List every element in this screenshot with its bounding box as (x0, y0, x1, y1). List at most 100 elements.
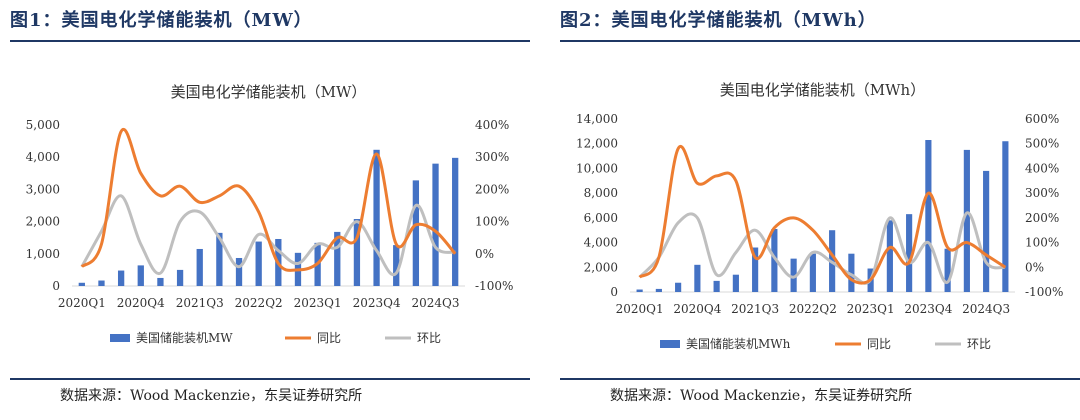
bar (216, 232, 223, 286)
figure-2-title: 图2：美国电化学储能装机（MWh） (560, 10, 877, 31)
yoy-line (638, 144, 1007, 285)
legend-bar-label: 美国储能装机MW (136, 330, 233, 345)
bar (1002, 141, 1009, 292)
y-left-tick-label: 1,000 (26, 247, 60, 261)
y-left-tick-label: 12,000 (576, 137, 618, 151)
x-tick-label: 2020Q4 (117, 296, 165, 310)
source-text: Wood Mackenzie，东吴证券研究所 (680, 388, 913, 404)
bar (636, 289, 643, 292)
legend: 美国储能装机MWh 同比 环比 (660, 336, 991, 351)
bar (694, 264, 701, 292)
y-left-tick-label: 0 (610, 285, 618, 299)
x-tick-label: 2021Q3 (731, 302, 779, 316)
y-left-tick-label: 4,000 (26, 150, 60, 164)
y-right-tick-label: -100% (475, 279, 513, 293)
figure-1: 图1：美国电化学储能装机（MW） 美国电化学储能装机（MW） 0 1,000 2,00… (10, 0, 530, 420)
bar (732, 274, 739, 292)
y-right-tick-label: 200% (475, 182, 509, 196)
y-right-tick-label: 500% (1025, 137, 1059, 151)
y-right-tick-label: 0% (1025, 260, 1044, 274)
y-right-tick-label: 200% (1025, 211, 1059, 225)
bar (393, 245, 400, 286)
y-left-tick-label: 14,000 (576, 112, 618, 126)
bar (452, 157, 459, 286)
bar (713, 280, 720, 292)
x-tick-label: 2021Q3 (176, 296, 224, 310)
y-left-tick-label: 10,000 (576, 161, 618, 175)
source-text: Wood Mackenzie，东吴证券研究所 (130, 388, 363, 404)
bar (944, 248, 951, 292)
bar (432, 163, 439, 286)
legend: 美国储能装机MW 同比 环比 (110, 330, 441, 345)
y-left-tick-label: 6,000 (584, 211, 618, 225)
legend-qoq-label: 环比 (967, 337, 991, 351)
x-tick-label: 2020Q1 (58, 296, 106, 310)
source-label: 数据来源： (610, 388, 680, 404)
bar (983, 170, 990, 292)
x-tick-label: 2022Q2 (235, 296, 283, 310)
figure-2-bottom-rule (560, 378, 1080, 380)
legend-bar-swatch (110, 334, 130, 342)
figure-1-top-rule (10, 40, 530, 42)
x-tick-label: 2020Q4 (673, 302, 721, 316)
y-right-tick-label: 400% (1025, 161, 1059, 175)
chart-mw: 美国电化学储能装机（MW） 0 1,000 2,000 3,000 4,000 5,000 -… (26, 83, 514, 345)
legend-qoq-label: 环比 (417, 331, 441, 345)
bar (655, 288, 662, 292)
y-right-tick-label: 300% (475, 150, 509, 164)
y-right-tick-label: -100% (1025, 285, 1063, 299)
x-tick-label: 2024Q3 (412, 296, 460, 310)
bar (78, 282, 85, 286)
y-right-tick-label: 100% (475, 215, 509, 229)
x-tick-label: 2023Q4 (353, 296, 401, 310)
figure-2: 图2：美国电化学储能装机（MWh） 美国电化学储能装机（MWh） 0 2,000 4,… (560, 0, 1080, 420)
x-tick-label: 2023Q4 (904, 302, 952, 316)
x-tick-label: 2024Q3 (962, 302, 1010, 316)
bar (137, 265, 144, 286)
y-left-tick-label: 0 (52, 279, 60, 293)
bar (906, 214, 913, 292)
y-left-tick-label: 2,000 (584, 260, 618, 274)
legend-yoy-label: 同比 (867, 337, 891, 351)
bar (373, 149, 380, 286)
x-tick-label: 2020Q1 (616, 302, 664, 316)
bar (809, 253, 816, 292)
bar (925, 140, 932, 292)
bar (176, 269, 184, 286)
bar (412, 180, 420, 286)
y-right-tick-label: 0% (475, 247, 494, 261)
figure-1-source: 数据来源：Wood Mackenzie，东吴证券研究所 (60, 385, 362, 405)
legend-bar-swatch (660, 340, 680, 348)
figure-2-source: 数据来源：Wood Mackenzie，东吴证券研究所 (610, 385, 912, 405)
bar (675, 282, 682, 292)
bar (963, 149, 970, 292)
y-right-tick-label: 300% (1025, 186, 1059, 200)
bar (157, 277, 164, 286)
x-tick-label: 2023Q1 (294, 296, 342, 310)
bar (235, 257, 243, 286)
y-right-tick-label: 600% (1025, 112, 1059, 126)
bar (255, 241, 262, 286)
legend-bar-label: 美国储能装机MWh (686, 336, 791, 351)
x-tick-label: 2022Q2 (789, 302, 837, 316)
figure-1-bottom-rule (10, 378, 530, 380)
bar (886, 220, 893, 292)
x-tick-label: 2023Q1 (847, 302, 895, 316)
source-label: 数据来源： (60, 388, 130, 404)
bar (353, 219, 361, 286)
bar (334, 231, 341, 286)
qoq-line (638, 211, 1006, 285)
y-left-tick-label: 3,000 (26, 182, 60, 196)
y-left-tick-label: 4,000 (584, 236, 618, 250)
bar (117, 270, 125, 286)
figure-2-top-rule (560, 40, 1080, 42)
figure-1-title: 图1：美国电化学储能装机（MW） (10, 10, 313, 31)
y-left-tick-label: 2,000 (26, 215, 60, 229)
chart-title: 美国电化学储能装机（MWh） (720, 81, 925, 99)
y-right-tick-label: 400% (475, 118, 509, 132)
bar (848, 253, 855, 292)
y-left-tick-label: 8,000 (584, 186, 618, 200)
chart-title: 美国电化学储能装机（MW） (171, 83, 367, 101)
bar (752, 247, 759, 292)
y-right-tick-label: 100% (1025, 236, 1059, 250)
